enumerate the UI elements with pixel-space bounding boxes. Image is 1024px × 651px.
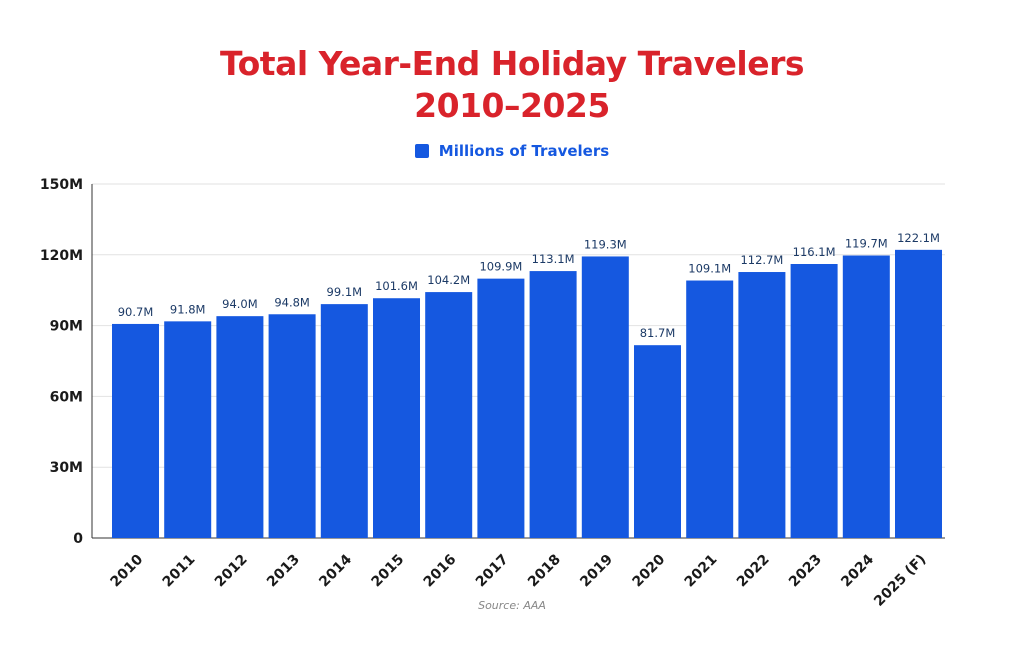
x-tick-label: 2012	[212, 552, 251, 591]
x-tick-label: 2017	[473, 552, 512, 591]
data-label: 104.2M	[427, 273, 470, 287]
data-label: 116.1M	[793, 245, 836, 259]
bar-2018	[529, 271, 577, 538]
x-tick-label: 2013	[264, 552, 303, 591]
y-tick-label: 60M	[50, 389, 83, 405]
bar-2023	[790, 264, 838, 538]
x-tick-label: 2023	[786, 552, 825, 591]
bar-2024	[842, 255, 890, 538]
x-tick-label: 2020	[629, 551, 668, 590]
x-tick-label: 2018	[525, 552, 564, 591]
y-tick-label: 0	[73, 531, 83, 547]
data-label: 91.8M	[170, 302, 206, 316]
bar-2020	[634, 345, 681, 538]
x-tick-label: 2021	[682, 552, 721, 591]
x-tick-label: 2016	[421, 552, 460, 591]
bar-2019	[581, 256, 629, 538]
bar-2021	[686, 280, 734, 538]
chart-title-line2: 2010–2025	[414, 86, 610, 125]
bar-2022	[738, 272, 786, 538]
x-tick-label: 2024	[838, 551, 877, 590]
bar-2012	[216, 316, 264, 538]
data-label: 109.9M	[479, 260, 522, 274]
y-tick-label: 30M	[50, 460, 83, 476]
bar-2016	[425, 292, 473, 538]
x-tick-label: 2010	[107, 551, 146, 590]
data-label: 112.7M	[740, 253, 783, 267]
bar-2025-f-	[895, 249, 942, 538]
legend-label: Millions of Travelers	[438, 142, 610, 160]
x-tick-label: 2022	[734, 552, 773, 591]
data-label: 119.3M	[584, 237, 627, 251]
y-tick-label: 90M	[50, 319, 83, 335]
x-tick-label: 2011	[160, 552, 199, 591]
x-tick-label: 2015	[368, 552, 407, 591]
x-tick-label: 2014	[316, 551, 355, 590]
bar-2015	[373, 298, 420, 538]
data-label: 94.0M	[222, 297, 258, 311]
data-label: 109.1M	[688, 262, 731, 276]
data-label: 81.7M	[640, 326, 676, 340]
bar-2011	[164, 321, 212, 538]
data-label: 113.1M	[532, 252, 575, 266]
data-label: 94.8M	[274, 295, 310, 309]
data-label: 101.6M	[375, 279, 418, 293]
x-tick-label: 2019	[577, 552, 616, 591]
data-label: 90.7M	[118, 305, 154, 319]
data-label: 122.1M	[897, 231, 940, 245]
chart-title-line1: Total Year-End Holiday Travelers	[220, 44, 805, 83]
source-note: Source: AAA	[478, 599, 546, 612]
y-tick-label: 120M	[40, 248, 83, 264]
legend: Millions of Travelers	[0, 142, 1024, 160]
bar-2013	[268, 314, 316, 538]
y-tick-label: 150M	[40, 177, 83, 193]
data-label: 119.7M	[845, 237, 888, 251]
legend-swatch	[414, 144, 429, 158]
data-label: 99.1M	[327, 285, 363, 299]
bar-2010	[112, 323, 159, 538]
bar-2014	[320, 304, 368, 538]
bar-2017	[477, 278, 525, 538]
